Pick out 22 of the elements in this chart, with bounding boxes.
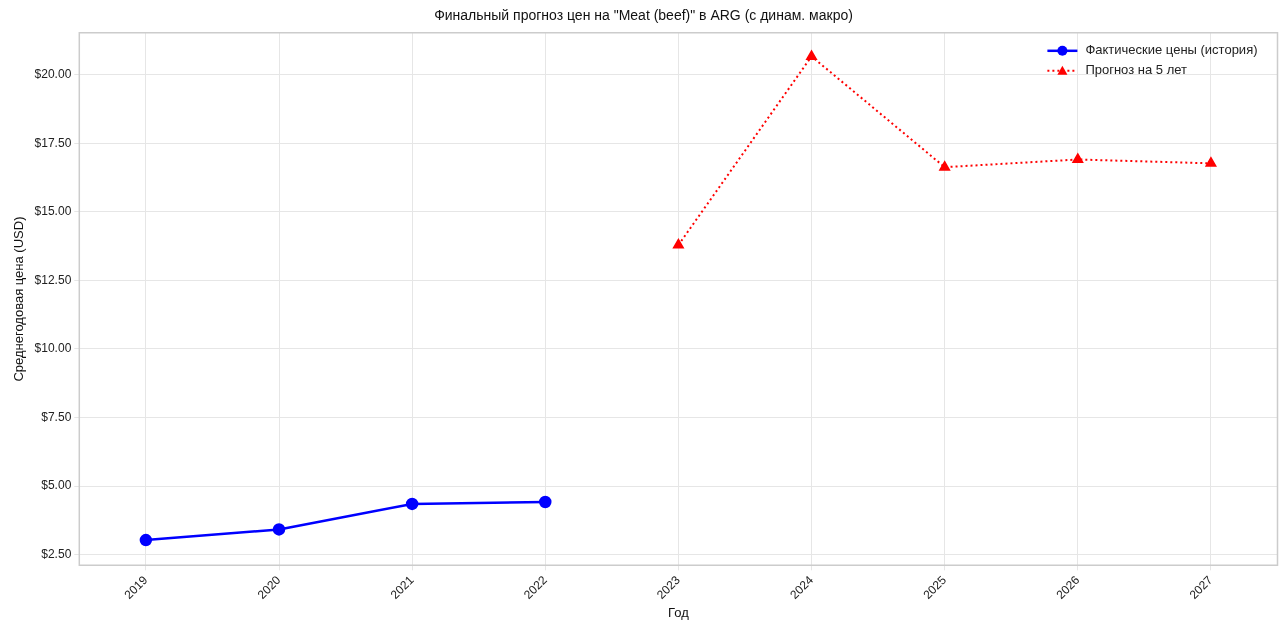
point [272,523,286,536]
legend-label: Прогноз на 5 лет [1085,62,1188,78]
point [405,497,419,511]
y-tick-label: $2.50 [41,546,72,561]
point [539,495,552,509]
chart-title: Финальный прогноз цен на "Meat (beef)" в ARG (с динам. макро) [434,7,853,24]
point [673,239,684,249]
legend-label: Фактические цены (история) [1085,42,1258,58]
point [806,50,817,60]
y-tick-label: $17.50 [34,135,72,150]
y-tick-label: $10.00 [34,341,72,356]
y-tick-label: $12.50 [34,272,72,287]
point [139,533,153,547]
y-tick-label: $15.00 [34,204,72,219]
y-axis-title: Среднегодовая цена (USD) [11,216,27,382]
y-tick-label: $7.50 [41,409,72,424]
point [1072,153,1084,163]
point [939,161,950,171]
y-tick-label: $5.00 [41,478,72,493]
point [1205,157,1217,167]
x-axis-title: Год [668,604,690,620]
y-tick-label: $20.00 [34,67,72,82]
